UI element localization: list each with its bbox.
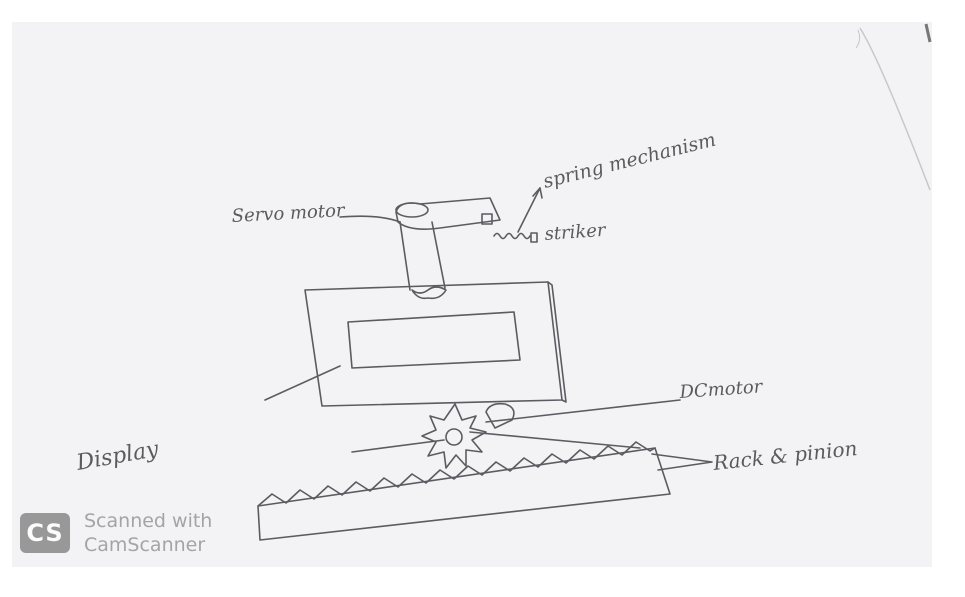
spring-coil (493, 232, 531, 240)
servo-hub (395, 202, 429, 218)
pinion-gear (421, 403, 487, 469)
watermark-text: Scanned with CamScanner (84, 509, 212, 557)
display-screen (347, 311, 521, 369)
rack-pinion-pointer-lines (651, 453, 713, 471)
page-fold-edge (859, 27, 931, 191)
pinion-shaft-left (351, 439, 445, 453)
watermark-line-1: Scanned with (84, 510, 213, 532)
pinion-axle (445, 428, 463, 446)
servo-column-left (399, 221, 411, 291)
camscanner-watermark: CS Scanned with CamScanner (20, 503, 260, 563)
striker-tip (530, 232, 538, 243)
rack-bar (257, 447, 671, 541)
servo-column-right (431, 221, 446, 289)
paper-sheet (12, 22, 932, 567)
arm-end-block (481, 213, 493, 225)
camscanner-logo-icon: CS (20, 513, 70, 553)
rack-teeth (257, 441, 656, 507)
display-pointer-line (264, 365, 341, 401)
dcmotor-pointer-line (485, 399, 681, 423)
dc-motor-body (485, 402, 515, 429)
pinion-shaft-right (469, 431, 641, 449)
spring-pointer-line (517, 187, 541, 233)
servo-pointer-line (339, 215, 401, 223)
label-striker: striker (544, 220, 608, 245)
spring-pointer-arrow (532, 187, 543, 199)
display-casing-edge (547, 281, 567, 403)
page-fold-corner (855, 29, 861, 49)
page-edge-mark (924, 23, 932, 43)
servo-base (411, 286, 447, 300)
watermark-line-2: CamScanner (84, 534, 206, 556)
